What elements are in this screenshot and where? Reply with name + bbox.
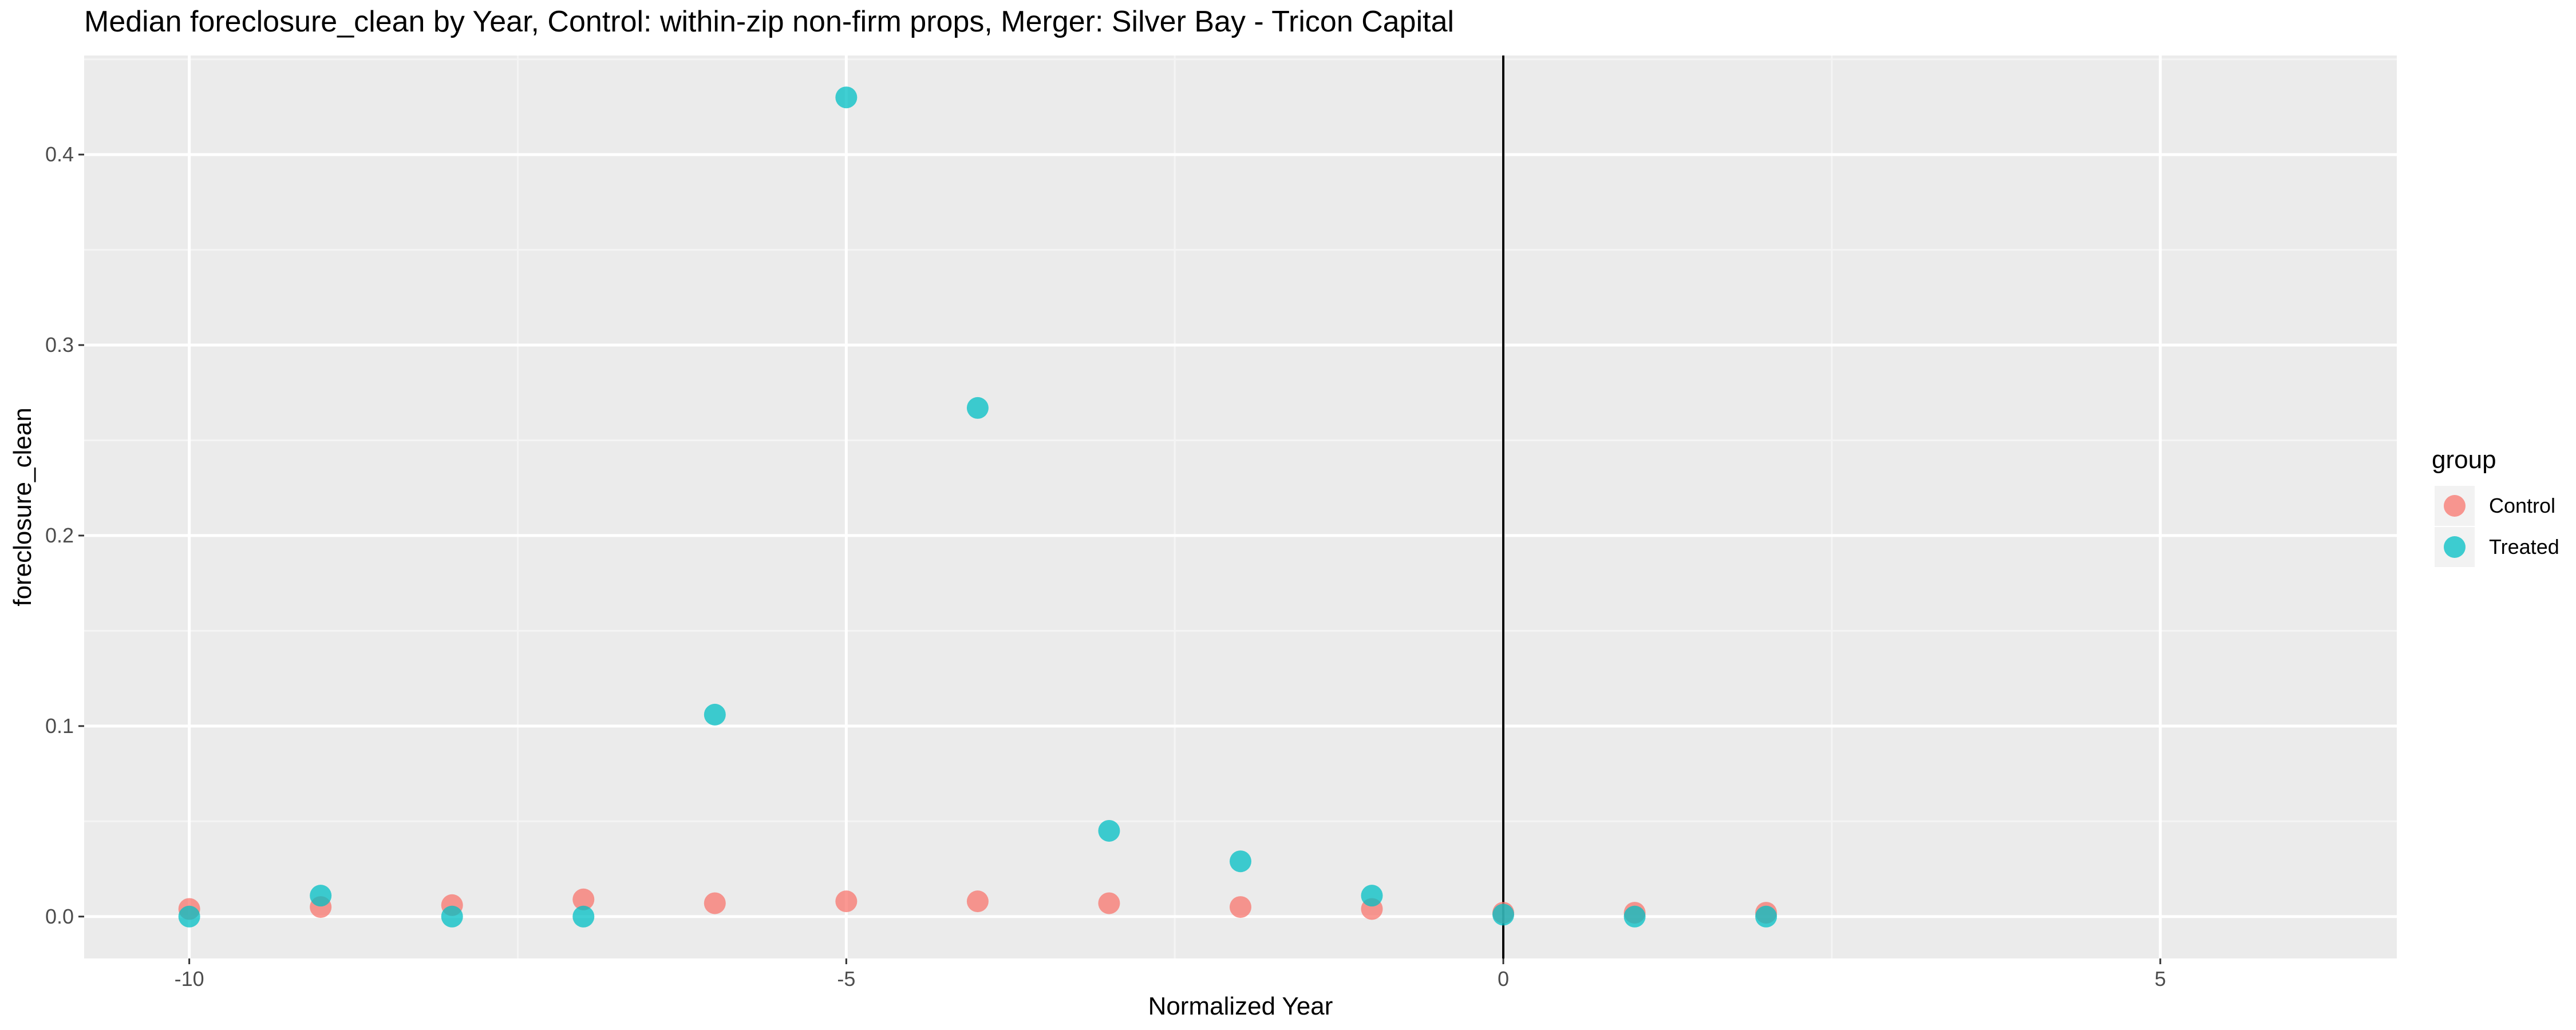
point-treated	[704, 703, 726, 726]
y-axis-title: foreclosure_clean	[9, 407, 37, 606]
point-treated	[178, 905, 200, 928]
y-axis-ticks: 0.0 0.1 0.2 0.3 0.4	[45, 142, 84, 928]
point-treated	[1623, 905, 1646, 928]
x-tick-label: 0	[1498, 967, 1509, 991]
x-axis-title: Normalized Year	[1148, 992, 1333, 1020]
y-tick-label: 0.4	[45, 142, 74, 166]
y-tick-label: 0.3	[45, 333, 74, 356]
plot-panel	[84, 56, 2397, 958]
legend-label-treated: Treated	[2489, 535, 2559, 558]
point-treated	[441, 905, 463, 928]
x-tick-label: -5	[837, 967, 855, 991]
point-control	[1098, 892, 1120, 914]
y-tick-label: 0.1	[45, 714, 74, 738]
point-control	[704, 892, 726, 914]
point-treated	[1098, 819, 1120, 842]
point-treated	[966, 397, 989, 419]
point-treated	[1755, 905, 1777, 928]
point-treated	[1361, 885, 1383, 907]
y-tick-label: 0.2	[45, 524, 74, 547]
x-axis-ticks: -10 -5 0 5	[175, 958, 2166, 991]
point-control	[966, 890, 989, 913]
legend-key-treated	[2444, 536, 2466, 558]
legend-key-control	[2444, 495, 2466, 517]
data-points	[178, 86, 1777, 928]
x-tick-label: -10	[175, 967, 204, 991]
point-treated	[835, 86, 858, 109]
series-treated	[178, 86, 1777, 928]
grid-minor	[84, 56, 2397, 958]
y-tick-label: 0.0	[45, 905, 74, 928]
point-control	[572, 888, 595, 910]
point-treated	[572, 905, 595, 928]
x-tick-label: 5	[2155, 967, 2166, 991]
chart-title: Median foreclosure_clean by Year, Contro…	[84, 5, 1455, 38]
point-control	[1230, 896, 1251, 918]
legend-title: group	[2432, 446, 2496, 474]
legend-label-control: Control	[2489, 494, 2555, 517]
point-treated	[1230, 850, 1251, 873]
point-treated	[1492, 904, 1515, 926]
point-treated	[310, 885, 332, 907]
legend-items: Control Treated	[2435, 486, 2559, 567]
legend: group Control Treated	[2432, 446, 2559, 567]
point-control	[835, 890, 858, 913]
